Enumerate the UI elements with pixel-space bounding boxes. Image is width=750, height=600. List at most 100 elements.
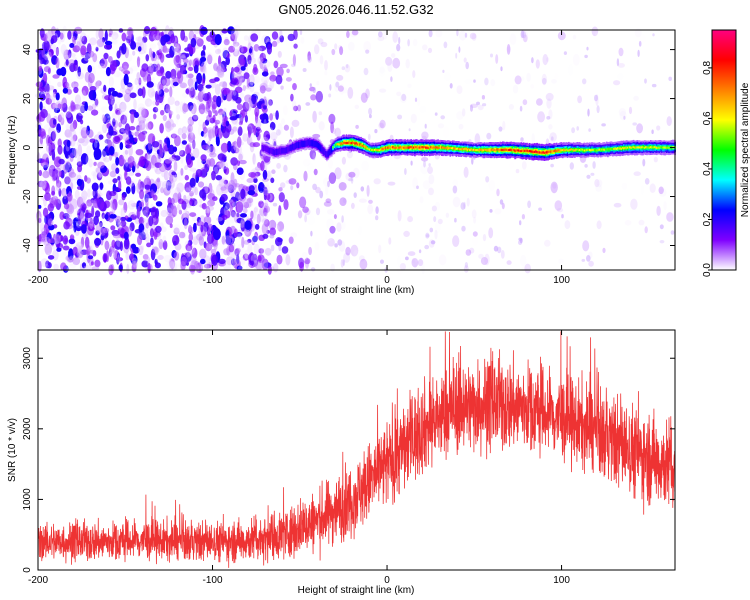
spectrogram-noise-cell <box>53 91 57 98</box>
spectrogram-ridge-cell <box>400 146 403 149</box>
spectrogram-noise-cell <box>572 53 580 66</box>
spectrogram-noise-cell <box>297 104 302 112</box>
spectrogram-noise-cell <box>484 253 490 266</box>
spectrogram-noise-cell <box>346 30 350 39</box>
spectrogram-noise-cell <box>481 95 485 100</box>
spectrogram-noise-cell <box>66 39 70 49</box>
spectrogram-noise-cell <box>668 76 672 82</box>
spectrogram-noise-cell <box>40 227 47 240</box>
spectrogram-noise-cell <box>210 248 217 255</box>
spectrogram-noise-cell <box>272 138 277 149</box>
spectrogram-noise-cell <box>219 81 228 87</box>
spectrogram-noise-cell <box>465 249 472 256</box>
spectrogram-ridge-cell <box>635 146 637 149</box>
spectrogram-noise-cell <box>122 136 130 141</box>
spectrogram-noise-cell <box>319 55 324 65</box>
spectrogram-noise-cell <box>299 261 304 272</box>
spectrogram-noise-cell <box>280 228 288 235</box>
spectrogram-noise-cell <box>350 244 359 257</box>
spectrogram-noise-cell <box>97 161 105 169</box>
spectrogram-noise-cell <box>180 256 188 266</box>
spectrogram-noise-cell <box>584 164 588 168</box>
spectrogram-ridge-cell <box>420 146 422 149</box>
spectrogram-noise-cell <box>251 95 257 105</box>
spectrogram-ridge-cell <box>293 144 295 150</box>
spectrogram-ridge-cell <box>412 146 415 149</box>
spectrogram-noise-cell <box>263 163 268 170</box>
spectrogram-ridge-cell <box>315 141 317 148</box>
spectrogram-noise-cell <box>378 67 386 77</box>
spectrogram-noise-cell <box>223 262 231 272</box>
spectrogram-noise-cell <box>147 256 151 264</box>
spectrogram-noise-cell <box>68 59 75 65</box>
spectrogram-noise-cell <box>76 196 84 208</box>
spectrogram-noise-cell <box>353 204 359 213</box>
spectrogram-noise-cell <box>145 175 150 183</box>
spectrogram-noise-cell <box>170 68 177 80</box>
spectrogram-noise-cell <box>136 56 141 68</box>
snr-xlabel: Height of straight line (km) <box>298 585 415 596</box>
spectrogram-ridge-cell <box>604 148 607 151</box>
spectrogram-noise-cell <box>276 162 281 169</box>
spectrogram-noise-cell <box>102 252 108 263</box>
spectrogram-noise-cell <box>131 182 136 195</box>
spectrogram-noise-cell <box>278 205 282 216</box>
spectrogram-ridge-cell <box>513 149 515 152</box>
spectrogram-noise-cell <box>216 112 223 124</box>
spectrogram-ridge-cell <box>642 146 645 149</box>
spectrogram-noise-cell <box>117 220 121 230</box>
spectrogram-ridge-cell <box>452 147 454 150</box>
spectrogram-ridge-cell <box>664 146 667 149</box>
spectrogram-noise-cell <box>200 50 206 59</box>
spectrogram-noise-cell <box>110 225 116 231</box>
spectrogram-ridge-cell <box>533 150 536 153</box>
spectrogram-noise-cell <box>161 170 166 178</box>
spectrogram-noise-cell <box>80 45 87 56</box>
spectrogram-noise-cell <box>261 34 270 44</box>
spectrogram-noise-cell <box>149 113 154 122</box>
spectrogram-noise-cell <box>182 58 189 63</box>
spectrogram-noise-cell <box>276 66 284 77</box>
spectrogram-noise-cell <box>187 124 193 133</box>
spectrogram-ridge-cell <box>361 144 364 147</box>
spectrogram-ridge-cell <box>463 148 465 151</box>
spectrogram-noise-cell <box>159 83 164 92</box>
spectrogram-noise-cell <box>89 159 95 164</box>
spectrogram-noise-cell <box>651 129 654 135</box>
spectrogram-noise-cell <box>135 172 142 177</box>
spectrogram-noise-cell <box>102 150 107 162</box>
spectrogram-noise-cell <box>150 237 154 246</box>
spectrogram-noise-cell <box>121 68 129 74</box>
spectrogram-noise-cell <box>530 84 535 89</box>
spectrogram-noise-cell <box>206 205 214 211</box>
spectrogram-noise-cell <box>141 86 146 99</box>
spectrogram-noise-cell <box>463 57 467 63</box>
spectrogram-noise-cell <box>187 78 194 87</box>
spectrogram-noise-cell <box>197 83 204 92</box>
spectrogram-ridge-cell <box>408 146 410 149</box>
spectrogram-ridge-cell <box>362 145 365 148</box>
snr-line <box>37 331 676 568</box>
spectrogram-noise-cell <box>220 67 227 73</box>
spectrogram-noise-cell <box>203 132 207 138</box>
spectrogram-noise-cell <box>341 87 348 94</box>
spectrogram-ridge-cell <box>357 143 360 146</box>
spectrogram-noise-cell <box>333 214 337 220</box>
spectrogram-noise-cell <box>43 139 47 145</box>
spectrogram-ridge-cell <box>503 148 505 151</box>
spectrogram-noise-cell <box>92 43 99 49</box>
spectrogram-noise-cell <box>268 219 277 230</box>
spectrogram-noise-cell <box>133 98 137 110</box>
spectrogram-noise-cell <box>203 126 208 134</box>
spectrogram-xtick-label: -200 <box>28 275 48 286</box>
spectrogram-noise-cell <box>119 101 127 113</box>
spectrogram-noise-cell <box>326 209 335 215</box>
spectrogram-noise-cell <box>535 59 540 69</box>
spectrogram-ridge-cell <box>517 149 520 152</box>
spectrogram-noise-cell <box>239 257 246 266</box>
spectrogram-noise-cell <box>277 221 285 232</box>
spectrogram-noise-cell <box>239 220 245 228</box>
spectrogram-noise-cell <box>302 158 311 167</box>
spectrogram-noise-cell <box>167 96 175 105</box>
spectrogram-noise-cell <box>378 31 383 38</box>
